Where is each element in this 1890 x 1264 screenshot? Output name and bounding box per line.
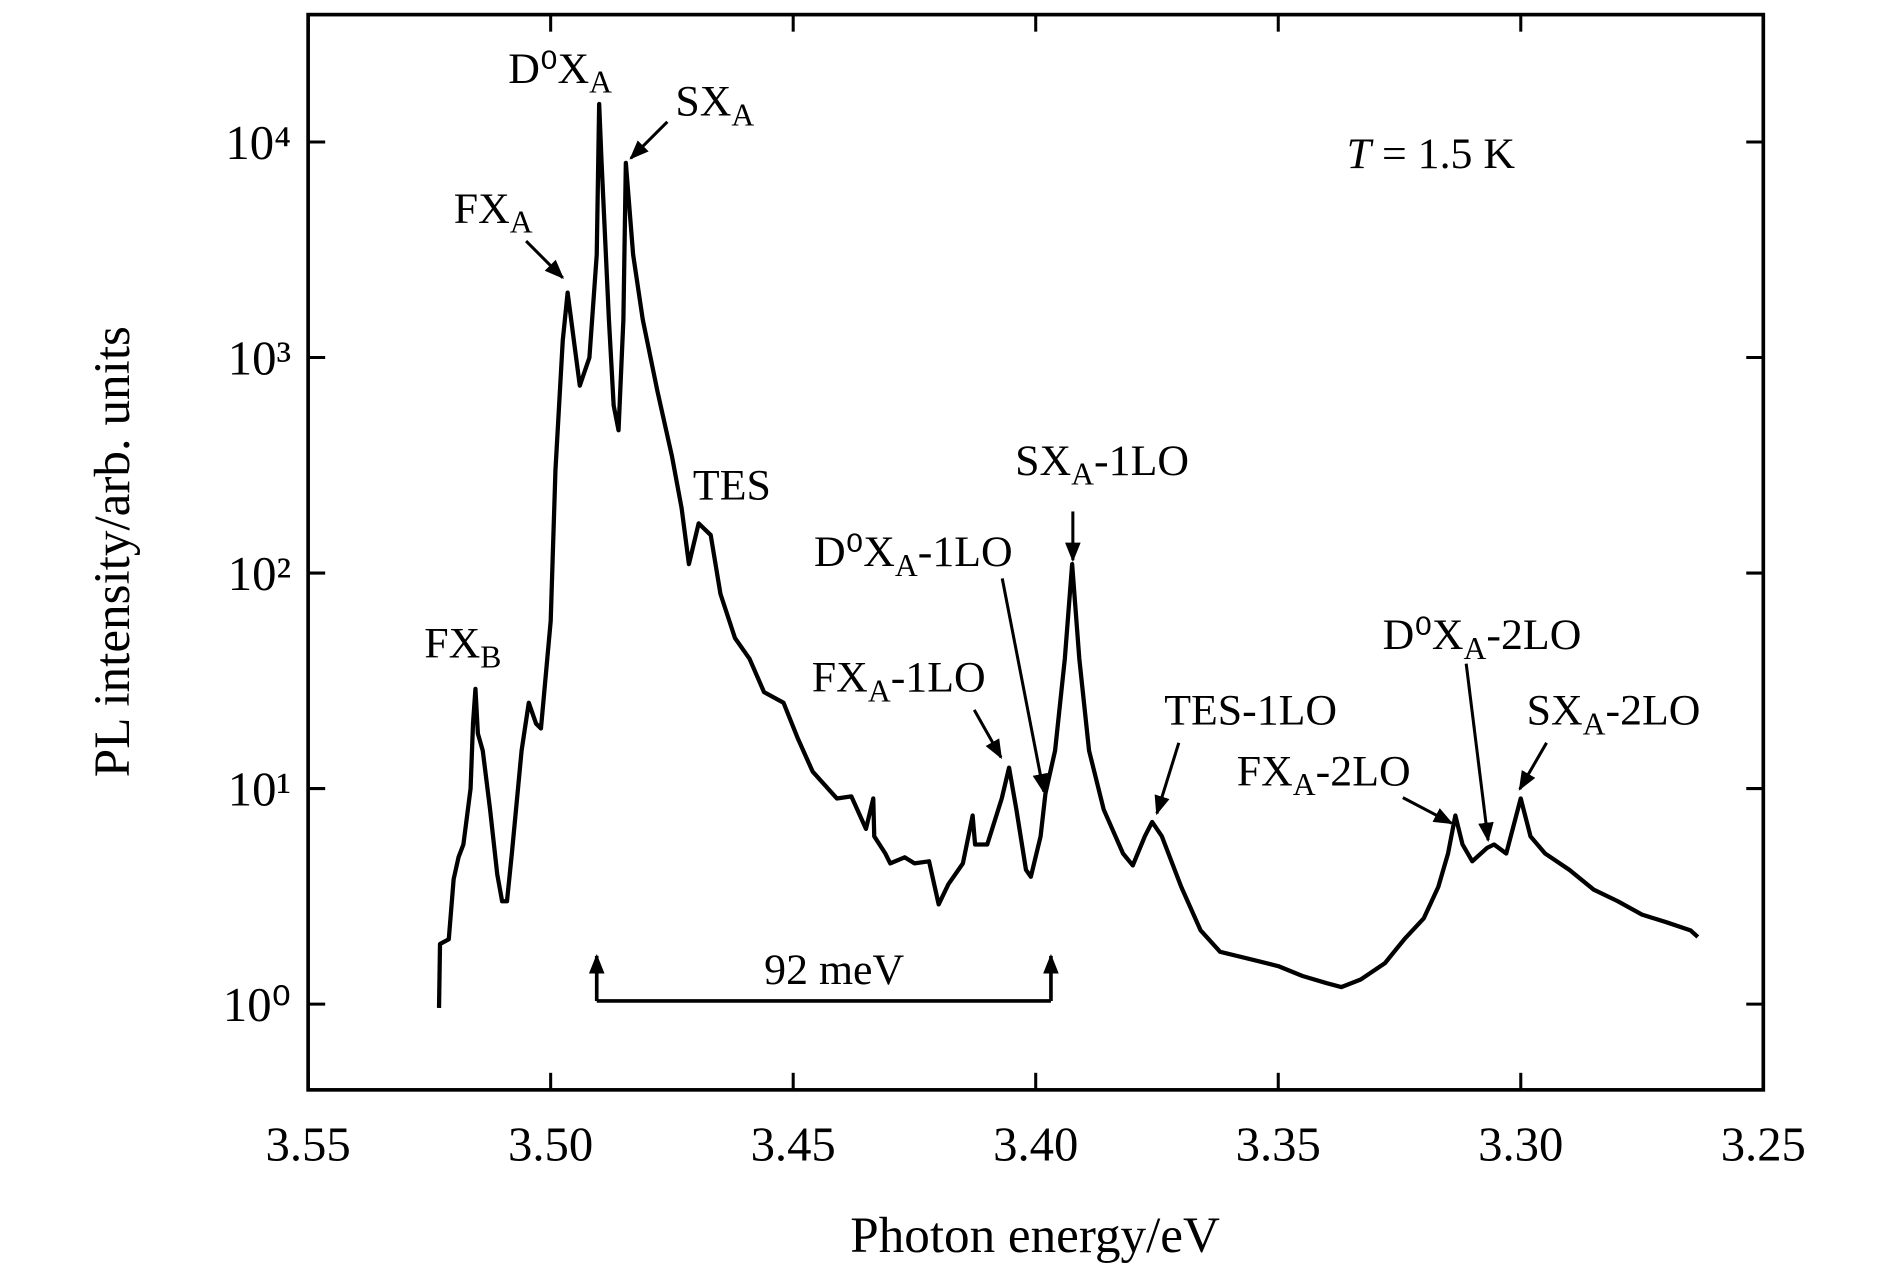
annotation-text: D⁰X <box>508 45 589 93</box>
annotation-arrow <box>1464 663 1494 843</box>
annotation-text: SX <box>1015 437 1071 485</box>
annotation: FXB <box>424 620 501 675</box>
annotation-suffix: -1LO <box>891 654 986 702</box>
annotation: FXA <box>454 185 533 240</box>
x-axis-label: Photon energy/eV <box>850 1207 1220 1264</box>
annotation-text: D⁰X <box>1383 611 1464 659</box>
annotation-arrow <box>629 120 669 160</box>
annotation-arrow <box>1518 742 1548 791</box>
annotation-subscript: A <box>895 548 918 583</box>
annotation-subscript: A <box>868 673 891 708</box>
annotation-text: SX <box>1527 687 1583 735</box>
annotation-arrow <box>1000 578 1048 794</box>
x-tick-label: 3.25 <box>1721 1117 1806 1171</box>
annotation-subscript: A <box>589 65 612 100</box>
x-tick-label: 3.40 <box>993 1117 1078 1171</box>
annotation-subscript: A <box>1583 706 1606 741</box>
plot-frame <box>306 12 1766 1092</box>
annotation-text: FX <box>454 185 510 233</box>
y-tick-label: 10⁰ <box>223 978 291 1032</box>
annotation-suffix: -2LO <box>1486 611 1581 659</box>
y-tick-label: 10⁴ <box>225 116 291 170</box>
annotation: SXA-1LO <box>1015 437 1189 492</box>
annotation-subscript: A <box>510 205 533 240</box>
y-tick-label: 10² <box>228 547 291 601</box>
annotation-arrow <box>972 709 1003 760</box>
annotation-suffix: = 1.5 K <box>1371 130 1515 178</box>
annotation-subscript: B <box>480 639 501 674</box>
annotation-suffix: -2LO <box>1316 747 1411 795</box>
annotation: SXA <box>675 78 754 133</box>
annotation: T = 1.5 K <box>1347 130 1516 178</box>
x-tick-label: 3.45 <box>751 1117 836 1171</box>
annotation-suffix: -2LO <box>1606 687 1701 735</box>
x-tick-label: 3.55 <box>266 1117 351 1171</box>
y-tick-label: 10¹ <box>228 763 291 817</box>
annotation-subscript: A <box>1293 767 1316 802</box>
annotation: D⁰XA-2LO <box>1383 611 1582 666</box>
annotation: SXA-2LO <box>1527 687 1701 742</box>
annotation: FXA-2LO <box>1237 747 1411 802</box>
spectrum-line <box>436 101 1700 1008</box>
annotation-text: D⁰X <box>814 528 895 576</box>
y-tick-label: 10³ <box>228 332 291 386</box>
annotation-arrow <box>1154 742 1181 816</box>
annotation: TES <box>693 461 771 509</box>
annotation-text: SX <box>675 78 731 126</box>
annotation-arrow <box>1402 796 1454 825</box>
annotation-text: TES <box>693 461 771 509</box>
y-axis-label: PL intensity/arb. units <box>84 326 141 777</box>
annotation-arrow <box>525 240 565 280</box>
annotation-text: TES-1LO <box>1164 687 1337 735</box>
annotation-suffix: -1LO <box>918 528 1013 576</box>
annotation-italic: T <box>1347 130 1374 178</box>
annotation-text: FX <box>812 654 868 702</box>
annotation: 92 meV <box>764 946 904 994</box>
x-tick-label: 3.35 <box>1236 1117 1321 1171</box>
annotation-subscript: A <box>731 97 754 132</box>
annotation-text: FX <box>424 620 480 668</box>
annotation: D⁰XA-1LO <box>814 528 1013 583</box>
annotation-subscript: A <box>1464 631 1487 666</box>
annotation-text: FX <box>1237 747 1293 795</box>
x-tick-label: 3.30 <box>1478 1117 1563 1171</box>
annotation-suffix: -1LO <box>1094 437 1189 485</box>
annotation: TES-1LO <box>1164 687 1337 735</box>
x-tick-label: 3.50 <box>508 1117 593 1171</box>
annotation-text: 92 meV <box>764 946 904 994</box>
annotation: FXA-1LO <box>812 654 986 709</box>
annotation: D⁰XA <box>508 45 612 100</box>
annotation-subscript: A <box>1071 457 1094 492</box>
